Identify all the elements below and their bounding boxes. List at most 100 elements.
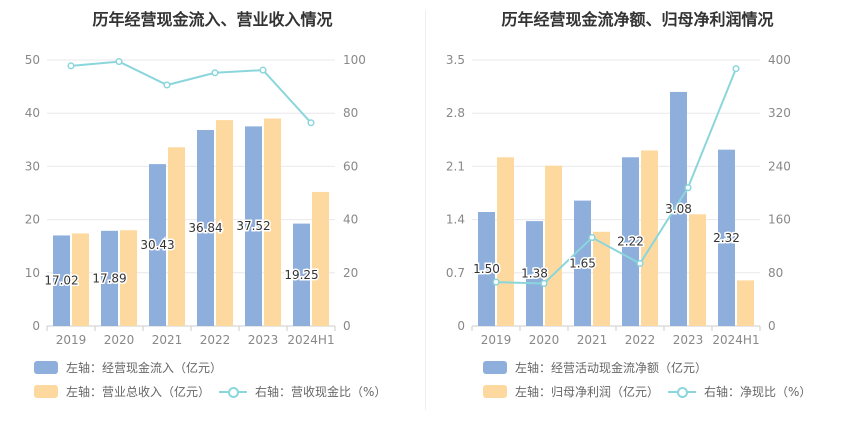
legend-item-net-cash-ratio[interactable]: 右轴：净现比（%） (668, 383, 811, 400)
right-axis-tick-label: 20 (343, 266, 358, 280)
right-axis-tick-label: 60 (343, 159, 358, 173)
legend-label-total-revenue: 左轴：营业总收入（亿元） (66, 385, 211, 399)
bar-primary-2023[interactable] (670, 91, 687, 326)
x-axis-tick-label: 2023 (248, 333, 279, 347)
left-axis-tick-label: 2.8 (446, 106, 465, 120)
bar-secondary-2021[interactable] (593, 231, 610, 326)
left-axis-tick-label: 40 (25, 106, 40, 120)
bar-secondary-2019[interactable] (497, 157, 514, 326)
x-axis-tick-label: 2022 (200, 333, 231, 347)
legend-label-net-cash-ratio: 右轴：净现比（%） (704, 385, 812, 399)
bar-secondary-2021[interactable] (168, 147, 185, 326)
bar-primary-2019[interactable] (53, 235, 70, 326)
bar-primary-2019[interactable] (478, 212, 495, 326)
ratio-point-2022[interactable] (636, 259, 644, 268)
legend-item-revenue-cash-ratio[interactable]: 右轴：营收现金比（%） (219, 383, 386, 400)
bar-secondary-2020[interactable] (120, 230, 137, 326)
right-chart-panel: 历年经营现金流净额、归母净利润情况 0 0.7 1.4 2.1 2.8 3.5 0 80 160… (425, 0, 850, 437)
data-label-2024H1: 19.25 (284, 268, 318, 282)
legend-swatch-net-operating-cash (483, 361, 507, 374)
ratio-point-2021[interactable] (588, 234, 596, 242)
x-axis-tick-label: 2022 (625, 333, 656, 347)
data-label-2019: 1.50 (473, 262, 500, 276)
ratio-point-2023[interactable] (684, 184, 692, 192)
data-label-2020: 1.38 (521, 267, 548, 281)
bar-primary-2020[interactable] (101, 230, 118, 326)
data-label-2022: 36.84 (188, 221, 222, 235)
left-axis-tick-label: 2.1 (446, 159, 465, 173)
x-axis-tick-label: 2019 (56, 333, 87, 347)
data-label-2023: 3.08 (665, 202, 692, 216)
ratio-point-2020[interactable] (115, 58, 123, 66)
legend-item-net-profit[interactable]: 左轴：归母净利润（亿元） (483, 383, 659, 400)
right-axis-tick-label: 80 (768, 266, 783, 280)
right-axis-tick-label: 40 (343, 213, 358, 227)
ratio-point-2023[interactable] (259, 66, 267, 74)
ratio-point-2019[interactable] (492, 278, 500, 286)
x-axis-tick-label: 2020 (529, 333, 560, 347)
bar-secondary-2024H1[interactable] (737, 280, 754, 326)
legend-label-revenue-cash-ratio: 右轴：营收现金比（%） (255, 385, 387, 399)
bar-secondary-2023[interactable] (264, 118, 281, 327)
left-axis-tick-label: 50 (25, 53, 40, 67)
bar-primary-2022[interactable] (197, 130, 214, 326)
legend-item-total-revenue[interactable]: 左轴：营业总收入（亿元） (34, 383, 210, 400)
left-axis-tick-label: 20 (25, 213, 40, 227)
legend-item-net-operating-cash[interactable]: 左轴：经营活动现金流净额（亿元） (483, 359, 707, 376)
bar-secondary-2022[interactable] (216, 120, 233, 326)
right-axis-tick-label: 0 (768, 319, 776, 333)
ratio-point-2020[interactable] (540, 279, 548, 287)
legend-item-cash-inflow[interactable]: 左轴：经营现金流入（亿元） (34, 359, 222, 376)
right-chart-title: 历年经营现金流净额、归母净利润情况 (501, 10, 774, 29)
ratio-point-2021[interactable] (163, 81, 171, 89)
bar-primary-2021[interactable] (149, 164, 166, 326)
left-axis-tick-label: 0.7 (446, 266, 465, 280)
left-axis-tick-label: 3.5 (446, 53, 465, 67)
bar-secondary-2022[interactable] (641, 150, 658, 326)
data-label-2022: 2.22 (617, 235, 644, 249)
x-axis-tick-label: 2023 (673, 333, 704, 347)
bar-primary-2024H1[interactable] (718, 149, 735, 326)
x-axis-tick-label: 2024H1 (712, 333, 759, 347)
data-label-2019: 17.02 (44, 274, 78, 288)
left-chart-panel: 历年经营现金流入、营业收入情况 0 10 20 30 40 50 0 20 40 60 80 100 2… (25, 10, 387, 400)
right-axis-tick-label: 320 (768, 106, 791, 120)
legend-swatch-revenue-cash-ratio (219, 385, 247, 399)
panel-divider (425, 10, 426, 410)
legend-swatch-net-profit (483, 385, 507, 398)
ratio-point-2024H1[interactable] (307, 119, 315, 127)
x-axis-tick-label: 2021 (152, 333, 183, 347)
bar-primary-2024H1[interactable] (293, 223, 310, 326)
bar-secondary-2023[interactable] (689, 214, 706, 326)
legend-swatch-total-revenue (34, 385, 58, 398)
x-axis-tick-label: 2019 (481, 333, 512, 347)
left-axis-tick-label: 1.4 (446, 213, 465, 227)
bar-primary-2020[interactable] (526, 221, 543, 326)
legend-label-net-profit: 左轴：归母净利润（亿元） (515, 385, 660, 399)
legend-label-net-operating-cash: 左轴：经营活动现金流净额（亿元） (515, 361, 708, 375)
bar-secondary-2020[interactable] (545, 165, 562, 326)
bar-primary-2022[interactable] (622, 157, 639, 326)
data-label-2024H1: 2.32 (713, 231, 740, 245)
right-axis-tick-label: 400 (768, 53, 791, 67)
data-label-2020: 17.89 (92, 271, 126, 285)
data-label-2021: 1.65 (569, 256, 596, 270)
right-axis-tick-label: 240 (768, 159, 791, 173)
left-axis-tick-label: 10 (25, 266, 40, 280)
ratio-point-2024H1[interactable] (732, 65, 740, 73)
ratio-point-2022[interactable] (211, 69, 219, 77)
ratio-line (495, 68, 737, 285)
bar-secondary-2024H1[interactable] (312, 191, 329, 326)
x-axis-tick-label: 2021 (577, 333, 608, 347)
right-axis-tick-label: 160 (768, 213, 791, 227)
legend-swatch-cash-inflow (34, 361, 58, 374)
bar-secondary-2019[interactable] (72, 233, 89, 326)
x-axis-tick-label: 2024H1 (287, 333, 334, 347)
data-label-2021: 30.43 (140, 238, 174, 252)
ratio-point-2019[interactable] (67, 62, 75, 70)
bar-primary-2021[interactable] (574, 200, 591, 326)
bar-primary-2023[interactable] (245, 126, 262, 326)
left-chart-plot: 0 10 20 30 40 50 0 20 40 60 80 100 2019 2020 2021 2022 2… (25, 53, 366, 347)
left-axis-tick-label: 30 (25, 159, 40, 173)
right-axis-tick-label: 80 (343, 106, 358, 120)
